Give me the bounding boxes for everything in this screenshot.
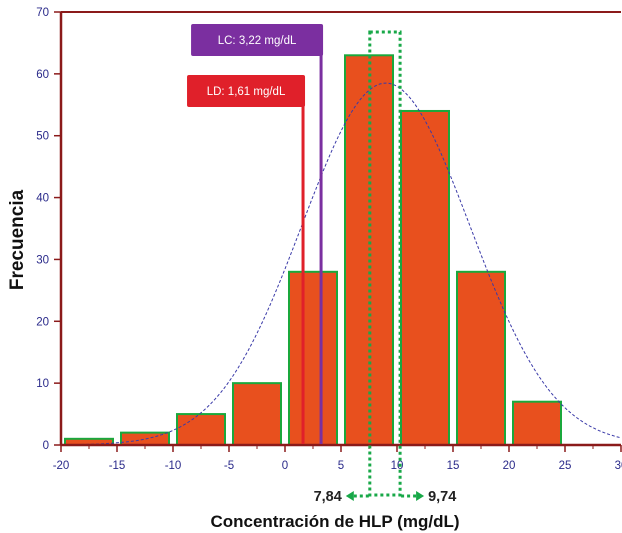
x-tick-label: 5: [338, 460, 344, 472]
histogram-bar: [232, 382, 282, 446]
interval-right-arrow-icon: [416, 491, 425, 501]
x-tick-label: -15: [109, 460, 126, 472]
histogram-bar: [176, 413, 226, 447]
normal-curve-line: [61, 82, 622, 446]
annotations-group: LC: 3,22 mg/dL LD: 1,61 mg/dL: [187, 24, 324, 444]
bars-group: [64, 54, 562, 447]
y-tick-label: 10: [36, 378, 49, 390]
axes-group: [59, 11, 621, 447]
y-tick-label: 60: [36, 69, 49, 81]
ld-label-box: [187, 75, 306, 107]
histogram-bar: [456, 270, 506, 446]
histogram-bar: [288, 270, 338, 446]
y-tick-label: 70: [36, 7, 49, 19]
interval-high-label: 9,74: [428, 489, 456, 505]
normal-curve-group: [61, 82, 622, 446]
interval-group: 7,84 9,74: [314, 30, 456, 505]
ld-label-text: LD: 1,61 mg/dL: [207, 86, 286, 98]
interval-left-arrow-icon: [345, 491, 354, 501]
histogram-bar: [400, 109, 450, 446]
x-axis-title: Concentración de HLP (mg/dL): [210, 512, 459, 531]
histogram-bar: [512, 400, 562, 447]
y-tick-label: 40: [36, 193, 49, 205]
y-tick-label: 30: [36, 254, 49, 266]
x-tick-label: 20: [503, 460, 516, 472]
x-tick-label: -20: [53, 460, 70, 472]
x-tick-label: 0: [282, 460, 288, 472]
x-tick-label: 15: [447, 460, 460, 472]
x-tick-label: -5: [224, 460, 234, 472]
x-tick-label: 25: [559, 460, 572, 472]
y-axis-title: Frecuencia: [7, 189, 28, 290]
lc-label-text: LC: 3,22 mg/dL: [218, 35, 297, 47]
lc-label-box: [191, 24, 324, 56]
ticks-group: 0 10 20 30 40 50 60 70 -20 -15 -10 -5 0 5 10 15 20 25 30: [36, 7, 622, 472]
x-tick-label: 10: [391, 460, 404, 472]
y-tick-label: 50: [36, 131, 49, 143]
x-tick-label: -10: [165, 460, 182, 472]
y-tick-label: 0: [43, 440, 49, 452]
y-tick-label: 20: [36, 316, 49, 328]
x-tick-label: 30: [615, 460, 622, 472]
interval-low-label: 7,84: [314, 489, 342, 505]
